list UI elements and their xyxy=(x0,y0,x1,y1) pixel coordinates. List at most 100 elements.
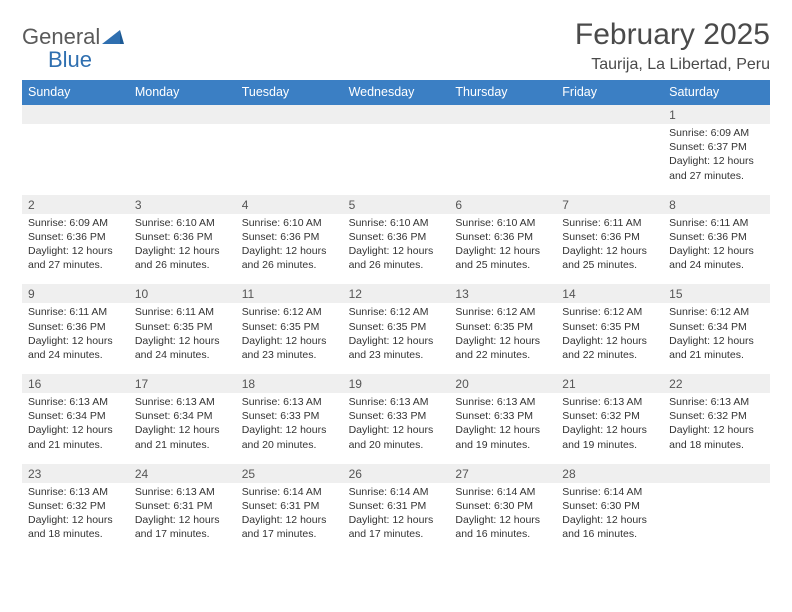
day-number-row: 2345678 xyxy=(22,195,770,214)
day1-text: Daylight: 12 hours xyxy=(28,334,123,348)
day-number-cell: 16 xyxy=(22,374,129,393)
sunrise-text: Sunrise: 6:11 AM xyxy=(562,216,657,230)
day-body-cell: Sunrise: 6:13 AMSunset: 6:32 PMDaylight:… xyxy=(663,393,770,460)
sunrise-text: Sunrise: 6:12 AM xyxy=(455,305,550,319)
sunrise-text: Sunrise: 6:09 AM xyxy=(669,126,764,140)
day-number-cell: 25 xyxy=(236,464,343,483)
day-number-cell: 18 xyxy=(236,374,343,393)
calendar-page: General Blue February 2025 Taurija, La L… xyxy=(0,0,792,549)
weekday-header: Friday xyxy=(556,80,663,105)
day-body-cell: Sunrise: 6:12 AMSunset: 6:35 PMDaylight:… xyxy=(236,303,343,370)
sunrise-text: Sunrise: 6:12 AM xyxy=(562,305,657,319)
day-body-cell xyxy=(22,124,129,191)
location-subtitle: Taurija, La Libertad, Peru xyxy=(575,56,770,74)
sunrise-text: Sunrise: 6:11 AM xyxy=(135,305,230,319)
day1-text: Daylight: 12 hours xyxy=(455,423,550,437)
day-body-cell: Sunrise: 6:10 AMSunset: 6:36 PMDaylight:… xyxy=(236,214,343,281)
day-number-cell: 28 xyxy=(556,464,663,483)
day1-text: Daylight: 12 hours xyxy=(455,244,550,258)
sunset-text: Sunset: 6:37 PM xyxy=(669,140,764,154)
logo: General Blue xyxy=(22,18,124,72)
day-body-cell: Sunrise: 6:09 AMSunset: 6:37 PMDaylight:… xyxy=(663,124,770,191)
day-body-cell: Sunrise: 6:12 AMSunset: 6:35 PMDaylight:… xyxy=(556,303,663,370)
day-number-cell: 10 xyxy=(129,284,236,303)
day-body-cell: Sunrise: 6:13 AMSunset: 6:32 PMDaylight:… xyxy=(22,483,129,550)
day-number-cell: 4 xyxy=(236,195,343,214)
day-number-cell: 5 xyxy=(343,195,450,214)
day-number-cell: 22 xyxy=(663,374,770,393)
sunset-text: Sunset: 6:35 PM xyxy=(349,320,444,334)
sunset-text: Sunset: 6:34 PM xyxy=(669,320,764,334)
weeks-container: 1Sunrise: 6:09 AMSunset: 6:37 PMDaylight… xyxy=(22,105,770,549)
day-body-row: Sunrise: 6:13 AMSunset: 6:32 PMDaylight:… xyxy=(22,483,770,550)
day-body-row: Sunrise: 6:13 AMSunset: 6:34 PMDaylight:… xyxy=(22,393,770,460)
day-number-cell: 21 xyxy=(556,374,663,393)
day-body-row: Sunrise: 6:09 AMSunset: 6:36 PMDaylight:… xyxy=(22,214,770,281)
sunset-text: Sunset: 6:35 PM xyxy=(562,320,657,334)
day1-text: Daylight: 12 hours xyxy=(349,513,444,527)
day2-text: and 18 minutes. xyxy=(28,527,123,541)
day2-text: and 23 minutes. xyxy=(242,348,337,362)
sunrise-text: Sunrise: 6:11 AM xyxy=(28,305,123,319)
weekday-header: Monday xyxy=(129,80,236,105)
day1-text: Daylight: 12 hours xyxy=(135,423,230,437)
sunrise-text: Sunrise: 6:10 AM xyxy=(455,216,550,230)
day-body-cell: Sunrise: 6:11 AMSunset: 6:36 PMDaylight:… xyxy=(663,214,770,281)
day1-text: Daylight: 12 hours xyxy=(349,334,444,348)
sunset-text: Sunset: 6:33 PM xyxy=(242,409,337,423)
day-body-cell: Sunrise: 6:14 AMSunset: 6:30 PMDaylight:… xyxy=(556,483,663,550)
day-number-cell: 17 xyxy=(129,374,236,393)
day2-text: and 26 minutes. xyxy=(242,258,337,272)
day-body-cell: Sunrise: 6:12 AMSunset: 6:35 PMDaylight:… xyxy=(449,303,556,370)
day-body-cell: Sunrise: 6:13 AMSunset: 6:31 PMDaylight:… xyxy=(129,483,236,550)
sunrise-text: Sunrise: 6:13 AM xyxy=(455,395,550,409)
day1-text: Daylight: 12 hours xyxy=(242,513,337,527)
day1-text: Daylight: 12 hours xyxy=(135,244,230,258)
sunset-text: Sunset: 6:36 PM xyxy=(669,230,764,244)
day-number-cell: 2 xyxy=(22,195,129,214)
sunrise-text: Sunrise: 6:13 AM xyxy=(562,395,657,409)
sunset-text: Sunset: 6:34 PM xyxy=(135,409,230,423)
day-body-cell: Sunrise: 6:10 AMSunset: 6:36 PMDaylight:… xyxy=(449,214,556,281)
day-number-cell xyxy=(343,105,450,124)
day2-text: and 21 minutes. xyxy=(669,348,764,362)
sunrise-text: Sunrise: 6:09 AM xyxy=(28,216,123,230)
day-body-cell xyxy=(343,124,450,191)
day-number-cell: 11 xyxy=(236,284,343,303)
day2-text: and 20 minutes. xyxy=(242,438,337,452)
sunset-text: Sunset: 6:33 PM xyxy=(349,409,444,423)
sunset-text: Sunset: 6:33 PM xyxy=(455,409,550,423)
day-number-cell: 3 xyxy=(129,195,236,214)
sunrise-text: Sunrise: 6:11 AM xyxy=(669,216,764,230)
day1-text: Daylight: 12 hours xyxy=(562,334,657,348)
sunset-text: Sunset: 6:31 PM xyxy=(135,499,230,513)
day1-text: Daylight: 12 hours xyxy=(135,334,230,348)
day-number-cell: 12 xyxy=(343,284,450,303)
day1-text: Daylight: 12 hours xyxy=(242,423,337,437)
day2-text: and 24 minutes. xyxy=(135,348,230,362)
day-number-row: 9101112131415 xyxy=(22,284,770,303)
day-number-row: 16171819202122 xyxy=(22,374,770,393)
day-body-cell xyxy=(129,124,236,191)
day2-text: and 22 minutes. xyxy=(562,348,657,362)
sunset-text: Sunset: 6:34 PM xyxy=(28,409,123,423)
day1-text: Daylight: 12 hours xyxy=(135,513,230,527)
weekday-header-row: Sunday Monday Tuesday Wednesday Thursday… xyxy=(22,80,770,105)
day2-text: and 26 minutes. xyxy=(135,258,230,272)
sunrise-text: Sunrise: 6:10 AM xyxy=(135,216,230,230)
day2-text: and 20 minutes. xyxy=(349,438,444,452)
sunrise-text: Sunrise: 6:12 AM xyxy=(669,305,764,319)
day-number-cell xyxy=(236,105,343,124)
day-body-row: Sunrise: 6:11 AMSunset: 6:36 PMDaylight:… xyxy=(22,303,770,370)
day1-text: Daylight: 12 hours xyxy=(669,423,764,437)
day1-text: Daylight: 12 hours xyxy=(242,244,337,258)
sunset-text: Sunset: 6:36 PM xyxy=(455,230,550,244)
day-number-cell: 8 xyxy=(663,195,770,214)
sunset-text: Sunset: 6:31 PM xyxy=(242,499,337,513)
day-number-cell: 19 xyxy=(343,374,450,393)
sunset-text: Sunset: 6:32 PM xyxy=(28,499,123,513)
day-body-cell xyxy=(449,124,556,191)
day-body-cell: Sunrise: 6:14 AMSunset: 6:30 PMDaylight:… xyxy=(449,483,556,550)
page-header: General Blue February 2025 Taurija, La L… xyxy=(22,18,770,74)
day1-text: Daylight: 12 hours xyxy=(562,513,657,527)
